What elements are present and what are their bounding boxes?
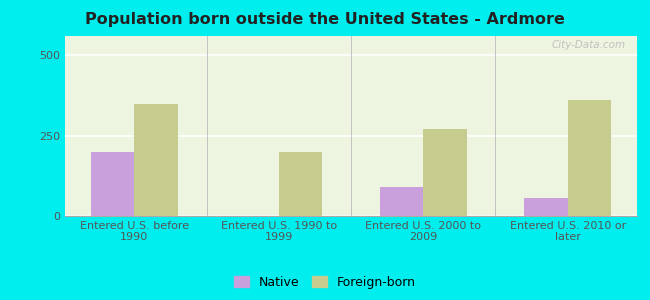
Bar [423,129,467,216]
Bar [567,100,611,216]
Bar [91,152,135,216]
Legend: Native, Foreign-born: Native, Foreign-born [229,271,421,294]
Text: City-Data.com: City-Data.com [551,40,625,50]
Text: Population born outside the United States - Ardmore: Population born outside the United State… [85,12,565,27]
Bar [525,198,567,216]
Bar [380,187,423,216]
Bar [279,152,322,216]
Bar [135,103,177,216]
